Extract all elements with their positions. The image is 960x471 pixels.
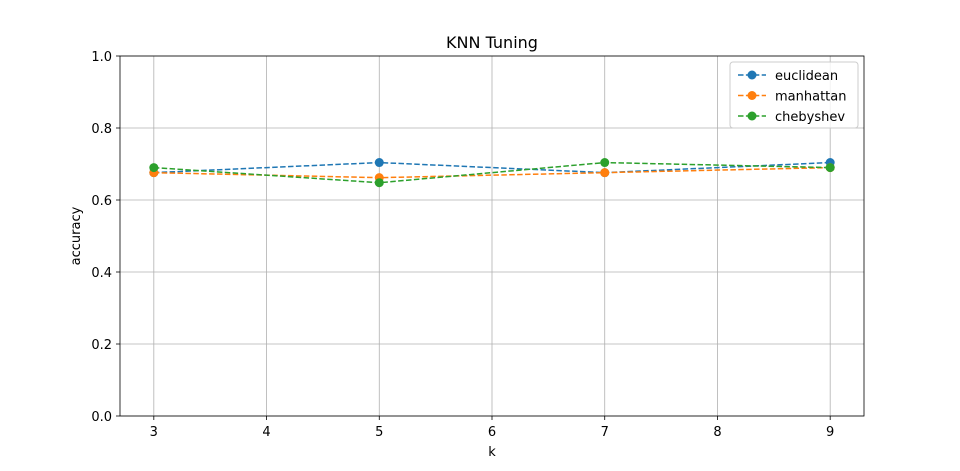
x-tick-label: 8 [713,425,721,440]
legend-box [729,61,859,129]
legend-item-euclidean: euclidean [738,69,838,84]
x-tick-label: 7 [601,425,609,440]
axis-ticks: 3 4 5 6 7 8 9 0.0 0.2 0.4 0.6 0.8 1.0 [91,50,834,440]
y-tick-label: 0.6 [91,194,112,209]
y-tick-label: 0.4 [91,266,112,281]
series-line-chebyshev [153,161,831,184]
x-tick-label: 3 [150,425,158,440]
legend-marker [747,111,757,121]
legend-label: euclidean [775,69,838,84]
data-point-manhattan [600,168,610,178]
legend-label: manhattan [775,90,846,105]
legend: euclidean manhattan chebyshev [729,61,859,129]
legend-item-manhattan: manhattan [738,90,846,105]
data-point-chebyshev [149,163,159,173]
y-tick-label: 0.2 [91,338,112,353]
legend-marker [747,91,757,100]
x-tick-label: 5 [375,425,383,440]
x-axis-label: k [488,445,496,460]
legend-marker [747,70,757,80]
x-tick-label: 6 [488,425,496,440]
chart-title: KNN Tuning [446,33,538,52]
y-tick-label: 0.8 [91,122,112,137]
y-tick-label: 0.0 [91,410,112,425]
legend-label: chebyshev [775,110,845,125]
data-point-chebyshev [825,163,835,173]
x-tick-label: 4 [262,425,270,440]
y-axis-label: accuracy [69,206,84,265]
y-tick-label: 1.0 [91,50,112,65]
series-line-euclidean [153,161,831,174]
data-point-chebyshev [600,158,610,168]
series-layer [149,158,835,188]
series-chebyshev [149,158,835,188]
data-point-euclidean [374,158,384,168]
data-point-chebyshev [374,178,384,188]
legend-item-chebyshev: chebyshev [738,110,845,125]
x-tick-label: 9 [826,425,834,440]
